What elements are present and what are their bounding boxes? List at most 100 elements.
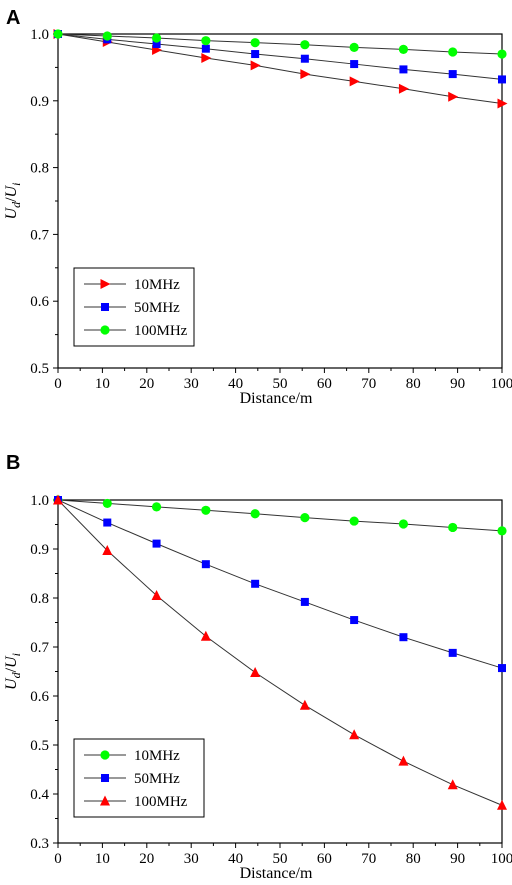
x-tick-label: 70	[361, 851, 376, 867]
data-point	[448, 522, 458, 533]
x-tick-label: 60	[317, 851, 332, 867]
y-tick-label: 0.4	[30, 787, 49, 803]
x-tick-label: 20	[139, 376, 154, 392]
series-10MHz	[53, 495, 507, 536]
x-tick-label: 20	[139, 851, 154, 867]
data-point	[398, 755, 409, 766]
y-tick-label: 0.6	[30, 294, 49, 310]
data-point	[447, 779, 458, 790]
series-100MHz	[53, 29, 507, 59]
y-tick-label: 0.8	[30, 161, 49, 177]
data-point	[497, 49, 507, 59]
data-point	[349, 76, 360, 87]
data-point	[300, 513, 310, 523]
data-point	[448, 47, 458, 57]
data-point	[497, 799, 507, 810]
legend-marker	[100, 750, 110, 760]
data-point	[350, 616, 359, 625]
x-tick-label: 10	[95, 851, 110, 867]
data-point	[201, 505, 211, 515]
data-point	[200, 630, 211, 641]
x-tick-label: 100	[491, 851, 512, 867]
data-point	[152, 40, 161, 49]
x-tick-label: 100	[491, 376, 512, 392]
data-point	[250, 38, 260, 48]
legend-marker	[100, 325, 110, 335]
y-tick-label: 0.8	[30, 591, 49, 607]
legend-box	[73, 738, 205, 818]
data-point	[53, 29, 63, 39]
data-point	[398, 519, 409, 529]
x-tick-label: 0	[54, 851, 62, 867]
x-tick-label: 10	[95, 376, 110, 392]
data-point	[497, 526, 507, 536]
x-tick-label: 40	[228, 851, 243, 867]
x-tick-label: 60	[317, 376, 332, 392]
series-line	[57, 33, 503, 80]
y-axis-title: Ud/Ui	[3, 653, 23, 690]
data-point	[102, 544, 113, 555]
x-tick-label: 50	[273, 851, 288, 867]
data-point	[250, 60, 261, 71]
legend-label: 50MHz	[134, 771, 180, 787]
data-point	[349, 42, 359, 52]
chart-b-svg: B 0 10 20 30 40 50 60 70 80 90 100 0.3 0.4 0.5 0.6 0.7 0.…	[3, 452, 512, 882]
series-line	[57, 33, 503, 55]
data-point	[399, 633, 408, 642]
panel-letter-b: B	[6, 452, 20, 474]
legend-label: 10MHz	[134, 277, 180, 293]
data-point	[300, 69, 311, 80]
x-tick-label: 50	[273, 376, 288, 392]
data-point	[349, 516, 359, 526]
legend: 10MHz 50MHz 100MHz	[73, 267, 195, 347]
x-tick-label: 40	[228, 376, 243, 392]
data-point	[201, 560, 210, 569]
legend: 10MHz 50MHz 100MHz	[73, 738, 205, 818]
series-line	[57, 499, 503, 806]
legend-marker	[100, 795, 110, 806]
data-point	[398, 44, 409, 54]
data-point	[201, 53, 212, 64]
y-tick-label: 1.0	[30, 493, 49, 509]
series-100MHz	[53, 494, 507, 810]
data-point	[251, 50, 260, 59]
x-tick-label: 90	[450, 376, 465, 392]
x-tick-label: 70	[361, 376, 376, 392]
x-tick-label: 30	[184, 851, 199, 867]
y-tick-label: 1.0	[30, 27, 49, 43]
legend-label: 10MHz	[134, 748, 180, 764]
data-point	[299, 699, 310, 710]
data-point	[349, 729, 360, 740]
data-point	[151, 33, 162, 43]
x-tick-label: 80	[406, 851, 421, 867]
data-point	[300, 597, 309, 606]
chart-a-svg: A 0 10 20 30 40 50 60 70 80 90 100 0.5 0.6 0.7 0.8 0.9 1.…	[3, 7, 512, 407]
y-tick-label: 0.6	[30, 689, 49, 705]
data-point	[151, 502, 162, 512]
data-point	[102, 498, 112, 509]
data-point	[201, 36, 211, 46]
data-point	[350, 60, 359, 69]
legend-label: 50MHz	[134, 300, 180, 316]
data-point	[398, 83, 409, 94]
data-point	[251, 579, 260, 588]
legend-marker	[101, 303, 109, 311]
x-axis-title: Distance/m	[240, 390, 313, 407]
data-point	[498, 75, 506, 84]
series-50MHz	[54, 496, 506, 673]
series-line	[57, 33, 503, 104]
legend-label: 100MHz	[134, 794, 188, 810]
series-line	[57, 499, 503, 669]
data-point	[448, 70, 457, 79]
legend-marker	[101, 774, 109, 782]
data-point	[448, 648, 457, 657]
legend-label: 100MHz	[134, 323, 188, 339]
series-50MHz	[54, 30, 506, 84]
y-tick-label: 0.5	[30, 361, 49, 377]
x-tick-label: 80	[406, 376, 421, 392]
data-point	[201, 44, 210, 53]
y-axis-title: Ud/Ui	[3, 183, 23, 220]
data-point	[250, 666, 261, 677]
data-point	[103, 518, 112, 527]
x-tick-label: 90	[450, 851, 465, 867]
